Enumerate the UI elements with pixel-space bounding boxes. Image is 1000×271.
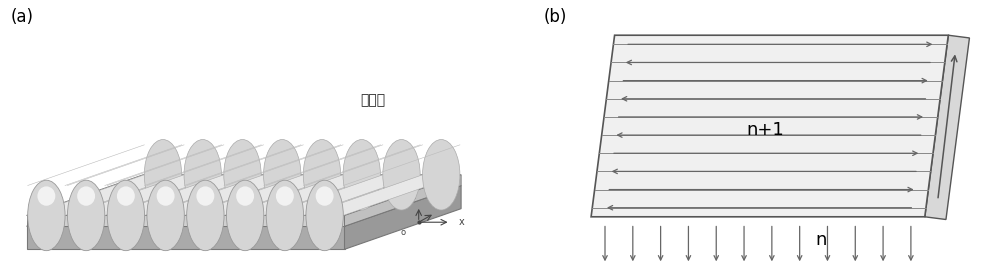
Ellipse shape — [224, 140, 261, 210]
Ellipse shape — [187, 180, 224, 251]
Polygon shape — [107, 175, 261, 215]
Text: o: o — [400, 228, 405, 237]
Polygon shape — [344, 175, 461, 226]
Ellipse shape — [383, 140, 420, 210]
Ellipse shape — [144, 140, 182, 210]
Text: (a): (a) — [11, 8, 34, 26]
Polygon shape — [306, 175, 460, 215]
Polygon shape — [187, 175, 341, 215]
Text: (b): (b) — [544, 8, 567, 26]
Text: 沉积体: 沉积体 — [360, 93, 386, 107]
Polygon shape — [266, 175, 420, 215]
Ellipse shape — [236, 186, 254, 206]
Polygon shape — [26, 215, 344, 226]
Text: z: z — [411, 191, 416, 201]
Polygon shape — [925, 35, 969, 220]
Ellipse shape — [423, 140, 460, 210]
Ellipse shape — [184, 140, 221, 210]
Text: n+1: n+1 — [746, 121, 784, 139]
Ellipse shape — [67, 180, 105, 251]
Polygon shape — [591, 35, 948, 217]
Ellipse shape — [226, 180, 264, 251]
Ellipse shape — [196, 186, 214, 206]
Ellipse shape — [37, 186, 55, 206]
Ellipse shape — [276, 186, 294, 206]
Polygon shape — [344, 186, 461, 249]
Ellipse shape — [28, 180, 65, 251]
Polygon shape — [28, 175, 182, 215]
Text: NiTi基材: NiTi基材 — [360, 183, 403, 197]
Polygon shape — [26, 175, 461, 215]
Ellipse shape — [107, 180, 145, 251]
Ellipse shape — [77, 186, 95, 206]
Polygon shape — [67, 175, 221, 215]
Polygon shape — [147, 175, 301, 215]
Ellipse shape — [266, 180, 304, 251]
Polygon shape — [26, 186, 461, 226]
Polygon shape — [226, 175, 380, 215]
Ellipse shape — [303, 140, 341, 210]
Ellipse shape — [316, 186, 334, 206]
Ellipse shape — [157, 186, 175, 206]
Text: n: n — [816, 231, 827, 249]
Ellipse shape — [147, 180, 184, 251]
Polygon shape — [26, 226, 344, 249]
Ellipse shape — [264, 140, 301, 210]
Ellipse shape — [343, 140, 380, 210]
Ellipse shape — [117, 186, 135, 206]
Ellipse shape — [306, 180, 343, 251]
Text: x: x — [458, 217, 464, 227]
